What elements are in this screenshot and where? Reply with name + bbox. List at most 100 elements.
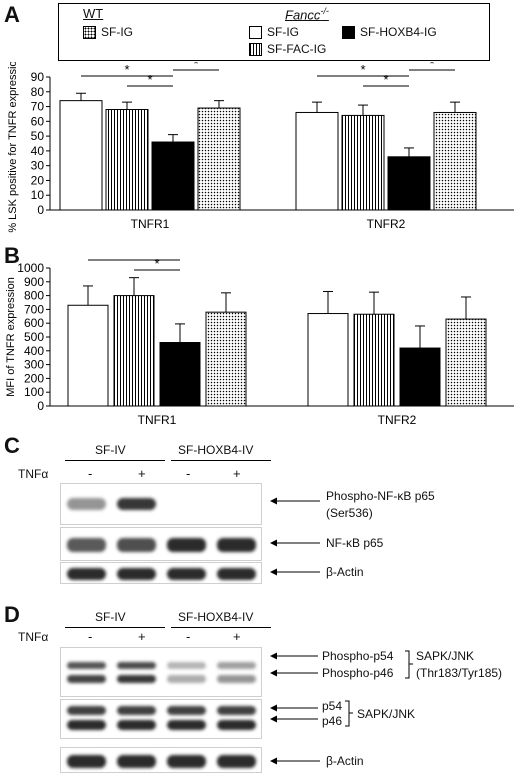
significance-star: * xyxy=(154,258,159,271)
x-tick-label: TNFR1 xyxy=(138,413,177,427)
blot-d-group-2: SF-HOXB4-IV xyxy=(178,610,254,624)
blot-d-arrow-total-p46 xyxy=(270,715,318,723)
blot-band xyxy=(116,662,156,669)
blot-d-group-1: SF-IV xyxy=(95,610,126,624)
blot-c-group-2-line xyxy=(171,460,271,461)
blot-d-group-1-line xyxy=(65,627,165,628)
y-tick-label: 0 xyxy=(37,203,44,217)
blot-d-arrow-p54 xyxy=(270,652,318,660)
significance-star: * xyxy=(429,62,434,71)
bar xyxy=(205,311,247,407)
blot-d-row-phospho-jnk xyxy=(60,647,262,697)
blot-c-arrow-3 xyxy=(270,568,320,576)
bar xyxy=(353,313,395,407)
significance-star: * xyxy=(383,72,388,87)
bar xyxy=(341,114,385,211)
blot-band xyxy=(116,498,156,510)
legend-swatch-wt-sfig xyxy=(83,26,96,39)
significance-star: * xyxy=(360,62,365,77)
blot-band xyxy=(66,720,106,730)
y-tick-label: 900 xyxy=(24,275,44,289)
blot-c-group-1-line xyxy=(65,460,165,461)
blot-c-row-phospho-nfkb xyxy=(60,483,262,525)
blot-d-label-total-sapk: SAPK/JNK xyxy=(357,707,416,721)
blot-d-label-phospho-p54: Phospho-p54 xyxy=(322,649,394,663)
blot-band xyxy=(216,568,256,580)
blot-d-brace-phospho xyxy=(405,650,413,679)
blot-band xyxy=(216,538,256,552)
blot-band xyxy=(66,568,106,580)
y-tick-label: 50 xyxy=(31,129,45,143)
blot-band xyxy=(116,755,156,768)
blot-d-label-phospho-sapk: SAPK/JNK xyxy=(416,649,475,663)
y-tick-label: 200 xyxy=(24,371,44,385)
blot-c-arrow-1 xyxy=(270,497,320,505)
x-tick-label: TNFR2 xyxy=(378,413,417,427)
blot-band xyxy=(166,675,206,683)
bar xyxy=(387,156,431,211)
blot-band xyxy=(166,755,206,768)
blot-d-label-actin: β-Actin xyxy=(326,754,364,768)
blot-d-row-actin xyxy=(60,747,262,773)
x-tick-label: TNFR2 xyxy=(367,217,406,231)
blot-c-label-ser536: (Ser536) xyxy=(326,506,373,520)
y-tick-label: 500 xyxy=(24,330,44,344)
y-tick-label: 400 xyxy=(24,344,44,358)
blot-d-lane-sign-1: - xyxy=(88,629,93,644)
y-tick-label: 300 xyxy=(24,358,44,372)
blot-d-row-total-jnk xyxy=(60,699,262,739)
blot-band xyxy=(216,662,256,669)
blot-band xyxy=(166,706,206,715)
y-tick-label: 100 xyxy=(24,385,44,399)
y-tick-label: 800 xyxy=(24,289,44,303)
blot-c-lane-sign-4: + xyxy=(233,466,241,481)
bar xyxy=(433,111,477,211)
legend-label-sfhoxb4: SF-HOXB4-IG xyxy=(360,25,437,39)
blot-band xyxy=(116,720,156,730)
panel-label-c: C xyxy=(4,433,20,458)
blot-band xyxy=(116,675,156,683)
bar xyxy=(159,342,201,407)
blot-d-arrow-actin xyxy=(270,757,320,765)
y-axis-title: MFI of TNFR expression xyxy=(5,277,17,397)
y-tick-label: 70 xyxy=(31,100,45,114)
bar xyxy=(151,141,195,211)
y-tick-label: 1000 xyxy=(17,261,44,275)
x-tick-label: TNFR1 xyxy=(131,217,170,231)
blot-c-group-2: SF-HOXB4-IV xyxy=(178,443,254,457)
bar xyxy=(307,313,349,407)
significance-star: * xyxy=(193,62,198,71)
legend-swatch-sffac xyxy=(249,43,262,56)
blot-band xyxy=(66,755,106,768)
bar xyxy=(197,107,241,211)
legend-label-sffac: SF-FAC-IG xyxy=(267,42,327,56)
bar xyxy=(295,111,339,211)
blot-d-label-phospho-p46: Phospho-p46 xyxy=(322,666,394,680)
panel-label-d: D xyxy=(4,602,20,627)
blot-c-label-phospho-nfkb: Phospho-NF-κB p65 xyxy=(326,489,435,503)
blot-band xyxy=(216,675,256,683)
blot-c-group-1: SF-IV xyxy=(95,443,126,457)
y-tick-label: 10 xyxy=(31,188,45,202)
blot-band xyxy=(116,568,156,580)
blot-c-row-nfkb xyxy=(60,527,262,561)
blot-c-label-nfkb: NF-κB p65 xyxy=(326,536,384,550)
blot-d-lane-sign-3: - xyxy=(186,629,191,644)
blot-band xyxy=(166,720,206,730)
bar xyxy=(445,318,487,407)
blot-band xyxy=(166,662,206,669)
blot-d-arrow-total-p54 xyxy=(270,704,318,712)
blot-band xyxy=(66,662,106,669)
blot-band xyxy=(166,538,206,552)
y-tick-label: 20 xyxy=(31,173,45,187)
blot-d-arrow-p46 xyxy=(270,669,318,677)
bar xyxy=(399,347,441,407)
y-tick-label: 80 xyxy=(31,85,45,99)
blot-d-lane-sign-4: + xyxy=(233,629,241,644)
blot-band xyxy=(66,498,106,510)
blot-d-label-p46: p46 xyxy=(322,714,343,728)
legend-wt-title: WT xyxy=(83,6,104,21)
y-axis-title: % LSK positive for TNFR expression xyxy=(7,62,19,233)
